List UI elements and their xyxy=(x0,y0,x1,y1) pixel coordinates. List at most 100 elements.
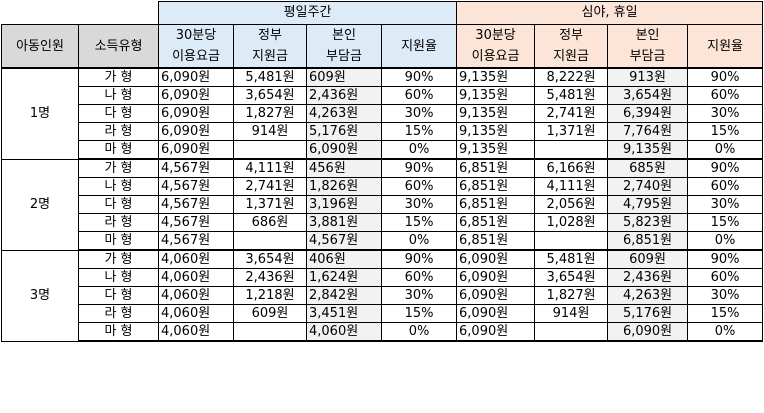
night-fee-cell: 6,851원 xyxy=(456,213,536,232)
weekday-group-header: 평일주간 xyxy=(157,1,458,25)
night-support-rate-cell: 0% xyxy=(687,140,764,160)
night-fee-cell: 6,090원 xyxy=(456,322,536,342)
weekday-gov-support-cell: 1,371원 xyxy=(233,195,307,214)
night-gov-support-cell: 3,654원 xyxy=(534,268,609,287)
income-type-cell: 다 형 xyxy=(78,104,159,123)
night-self-pay-cell: 4,263원 xyxy=(607,286,689,305)
night-support-rate-header: 지원율 xyxy=(687,24,764,69)
night-support-rate-cell: 60% xyxy=(687,177,764,196)
night-self-pay-cell: 5,823원 xyxy=(607,213,689,232)
weekday-self-pay-cell: 456원 xyxy=(306,158,382,178)
weekday-self-pay-cell: 609원 xyxy=(306,67,382,87)
weekday-fee-cell: 4,060원 xyxy=(158,322,234,342)
weekday-fee-cell: 4,567원 xyxy=(158,231,234,251)
night-gov-support-cell: 5,481원 xyxy=(534,86,609,105)
weekday-gov-support-cell xyxy=(233,231,307,251)
night-support-rate-cell: 0% xyxy=(687,231,764,251)
night-fee-header: 30분당 이용요금 xyxy=(456,24,536,69)
column-header-row: 아동인원 소득유형 30분당 이용요금 정부 지원금 본인 부담금 지원율 30분당 이… xyxy=(1,24,764,69)
income-type-cell: 마 형 xyxy=(78,140,159,160)
weekday-gov-support-cell: 3,654원 xyxy=(233,249,307,269)
weekday-fee-cell: 4,567원 xyxy=(158,213,234,232)
weekday-gov-support-cell: 609원 xyxy=(233,304,307,323)
night-gov-support-cell: 2,056원 xyxy=(534,195,609,214)
table-row: 마 형 6,090원 6,090원 0% 9,135원 9,135원 0% xyxy=(2,140,764,160)
night-self-pay-cell: 9,135원 xyxy=(607,140,689,160)
night-support-rate-cell: 15% xyxy=(687,213,764,232)
night-self-pay-cell: 2,436원 xyxy=(607,268,689,287)
night-support-rate-cell: 90% xyxy=(687,249,764,269)
table-row: 라 형 4,060원 609원 3,451원 15% 6,090원 914원 5,176원 15… xyxy=(2,304,764,323)
table-row: 나 형 4,060원 2,436원 1,624원 60% 6,090원 3,654원 2,43… xyxy=(2,268,764,287)
night-fee-cell: 6,090원 xyxy=(456,249,536,269)
weekday-fee-cell: 6,090원 xyxy=(158,86,234,105)
fee-support-table: 평일주간 심야, 휴일 아동인원 소득유형 30분당 이용요금 정부 지원금 본인 부… xyxy=(1,1,764,342)
income-type-cell: 가 형 xyxy=(78,249,159,269)
weekday-fee-cell: 4,060원 xyxy=(158,249,234,269)
night-support-rate-cell: 30% xyxy=(687,286,764,305)
weekday-gov-support-cell xyxy=(233,322,307,342)
weekday-support-rate-cell: 90% xyxy=(380,249,458,269)
night-gov-support-cell: 4,111원 xyxy=(534,177,609,196)
weekday-gov-support-cell: 1,218원 xyxy=(233,286,307,305)
weekday-support-rate-cell: 0% xyxy=(380,231,458,251)
weekday-gov-support-cell: 686원 xyxy=(233,213,307,232)
night-gov-support-cell: 6,166원 xyxy=(534,158,609,178)
weekday-self-pay-cell: 5,176원 xyxy=(306,122,382,141)
income-type-cell: 가 형 xyxy=(78,158,159,178)
weekday-support-rate-cell: 15% xyxy=(380,304,458,323)
weekday-self-pay-cell: 3,196원 xyxy=(306,195,382,214)
weekday-fee-cell: 4,567원 xyxy=(158,195,234,214)
weekday-support-rate-cell: 90% xyxy=(380,158,458,178)
weekday-fee-cell: 6,090원 xyxy=(158,67,234,87)
income-type-cell: 다 형 xyxy=(78,286,159,305)
corner-blank xyxy=(1,1,79,25)
weekday-support-rate-cell: 30% xyxy=(380,195,458,214)
weekday-support-rate-cell: 15% xyxy=(380,213,458,232)
weekday-self-pay-cell: 3,451원 xyxy=(306,304,382,323)
night-gov-support-cell: 1,827원 xyxy=(534,286,609,305)
night-self-pay-cell: 913원 xyxy=(607,67,689,87)
weekday-support-rate-cell: 30% xyxy=(380,286,458,305)
night-support-rate-cell: 15% xyxy=(687,122,764,141)
income-type-cell: 가 형 xyxy=(78,67,159,87)
income-type-header: 소득유형 xyxy=(78,24,159,69)
table-row: 1명 가 형 6,090원 5,481원 609원 90% 9,135원 8,222원 913원… xyxy=(1,67,764,160)
income-type-cell: 나 형 xyxy=(78,268,159,287)
weekday-self-pay-cell: 3,881원 xyxy=(306,213,382,232)
night-gov-support-cell xyxy=(534,140,609,160)
table-row: 다 형 4,060원 1,218원 2,842원 30% 6,090원 1,827원 4,26… xyxy=(2,286,764,305)
table-row: 나 형 6,090원 3,654원 2,436원 60% 9,135원 5,481원 3,65… xyxy=(2,86,764,105)
income-type-cell: 나 형 xyxy=(78,86,159,105)
night-support-rate-cell: 15% xyxy=(687,304,764,323)
weekday-fee-header: 30분당 이용요금 xyxy=(158,24,234,69)
night-fee-cell: 9,135원 xyxy=(456,86,536,105)
night-self-pay-header: 본인 부담금 xyxy=(607,24,689,69)
night-support-rate-cell: 30% xyxy=(687,104,764,123)
night-self-pay-cell: 5,176원 xyxy=(607,304,689,323)
weekday-self-pay-cell: 4,567원 xyxy=(306,231,382,251)
table-row: 다 형 6,090원 1,827원 4,263원 30% 9,135원 2,741원 6,39… xyxy=(2,104,764,123)
night-fee-cell: 6,851원 xyxy=(456,231,536,251)
weekday-support-rate-cell: 60% xyxy=(380,268,458,287)
weekday-fee-cell: 6,090원 xyxy=(158,122,234,141)
night-support-rate-cell: 90% xyxy=(687,67,764,87)
night-fee-cell: 9,135원 xyxy=(456,104,536,123)
table-row: 3명 가 형 4,060원 3,654원 406원 90% 6,090원 5,481원 609원… xyxy=(1,249,764,342)
night-self-pay-cell: 685원 xyxy=(607,158,689,178)
weekday-support-rate-cell: 15% xyxy=(380,122,458,141)
night-fee-cell: 6,851원 xyxy=(456,177,536,196)
night-gov-support-cell: 2,741원 xyxy=(534,104,609,123)
night-self-pay-cell: 609원 xyxy=(607,249,689,269)
weekday-support-rate-cell: 0% xyxy=(380,140,458,160)
income-type-cell: 라 형 xyxy=(78,122,159,141)
weekday-gov-support-cell: 1,827원 xyxy=(233,104,307,123)
night-fee-cell: 9,135원 xyxy=(456,140,536,160)
table-row: 라 형 4,567원 686원 3,881원 15% 6,851원 1,028원 5,823원… xyxy=(2,213,764,232)
night-support-rate-cell: 60% xyxy=(687,86,764,105)
night-fee-cell: 6,090원 xyxy=(456,304,536,323)
income-type-cell: 라 형 xyxy=(78,213,159,232)
weekday-self-pay-cell: 2,436원 xyxy=(306,86,382,105)
weekday-gov-support-cell xyxy=(233,140,307,160)
weekday-support-rate-cell: 90% xyxy=(380,67,458,87)
